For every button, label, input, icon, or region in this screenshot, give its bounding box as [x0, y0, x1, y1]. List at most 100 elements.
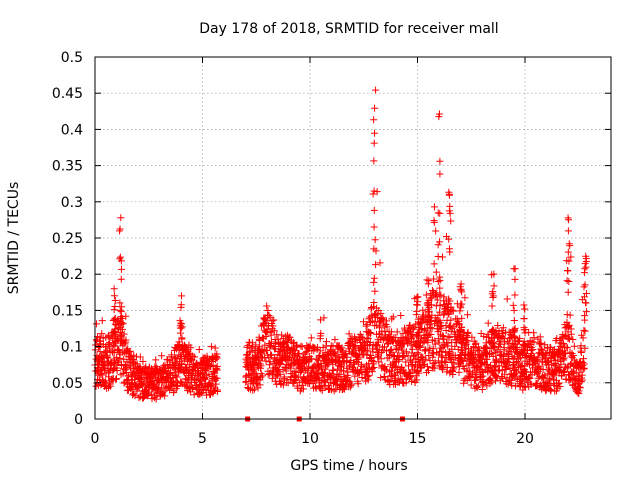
data-point [414, 367, 422, 375]
data-point [336, 370, 344, 378]
data-point [318, 387, 326, 395]
data-point [390, 370, 398, 378]
data-point [430, 275, 438, 283]
data-point [527, 380, 535, 388]
data-point [413, 338, 421, 346]
data-point [381, 362, 389, 370]
data-point [576, 384, 584, 392]
data-point [174, 382, 182, 390]
data-point [465, 360, 473, 368]
data-point [116, 306, 124, 314]
data-point [509, 301, 517, 309]
data-point [372, 86, 380, 94]
data-point [207, 343, 215, 351]
data-point [468, 333, 476, 341]
data-point [499, 324, 507, 332]
data-point [168, 353, 176, 361]
data-point [436, 209, 444, 217]
data-point [370, 299, 378, 307]
data-point [367, 329, 375, 337]
data-point [445, 310, 453, 318]
data-point [432, 268, 440, 276]
data-point [557, 360, 565, 368]
data-point [430, 218, 438, 226]
data-point [427, 331, 435, 339]
data-point [575, 372, 583, 380]
data-point [286, 333, 294, 341]
data-point [424, 338, 432, 346]
data-point [431, 358, 439, 366]
data-point [528, 346, 536, 354]
data-point [521, 305, 529, 313]
data-point [580, 365, 588, 373]
data-point [430, 260, 438, 268]
data-point [213, 387, 221, 395]
data-point [501, 338, 509, 346]
y-tick-label: 0.15 [52, 303, 83, 319]
data-point [282, 332, 290, 340]
data-point [371, 287, 379, 295]
data-point [370, 223, 378, 231]
data-point [415, 333, 423, 341]
data-point [213, 362, 221, 370]
data-point [432, 227, 440, 235]
y-tick-label: 0.2 [61, 267, 83, 283]
data-point [145, 390, 153, 398]
data-point [426, 324, 434, 332]
data-point [447, 327, 455, 335]
data-point [337, 375, 345, 383]
data-point [402, 358, 410, 366]
data-point [397, 311, 405, 319]
data-point [354, 370, 362, 378]
data-point [536, 340, 544, 348]
data-point [556, 382, 564, 390]
data-point [424, 316, 432, 324]
data-point [463, 366, 471, 374]
data-point [434, 209, 442, 217]
x-tick-label: 20 [516, 431, 534, 447]
data-point [491, 362, 499, 370]
data-point [445, 323, 453, 331]
data-point [373, 188, 381, 196]
data-point [495, 327, 503, 335]
data-point [510, 306, 518, 314]
x-tick-label: 10 [301, 431, 319, 447]
data-point [458, 355, 466, 363]
data-point [370, 364, 378, 372]
data-point [488, 302, 496, 310]
data-point [381, 327, 389, 335]
data-point [264, 307, 272, 315]
data-point [187, 344, 195, 352]
data-point [521, 329, 529, 337]
data-point [478, 386, 486, 394]
data-point [249, 386, 257, 394]
data-points [91, 86, 590, 422]
data-point [581, 281, 589, 289]
data-point [521, 357, 529, 365]
data-point [473, 384, 481, 392]
data-point [381, 373, 389, 381]
data-point [118, 319, 126, 327]
data-point [95, 343, 103, 351]
data-point [539, 358, 547, 366]
data-point [582, 308, 590, 316]
data-point [359, 336, 367, 344]
data-point [484, 319, 492, 327]
data-point [111, 296, 119, 304]
y-tick-label: 0.35 [52, 159, 83, 175]
data-point [520, 337, 528, 345]
data-point [541, 371, 549, 379]
data-point [140, 392, 148, 400]
data-point [266, 313, 274, 321]
data-point [384, 340, 392, 348]
data-point [249, 378, 257, 386]
data-point [464, 328, 472, 336]
data-point [244, 342, 252, 350]
data-point [389, 313, 397, 321]
data-point [488, 378, 496, 386]
data-point [320, 376, 328, 384]
data-point [530, 334, 538, 342]
data-point [399, 330, 407, 338]
data-point [165, 370, 173, 378]
data-point [252, 355, 260, 363]
